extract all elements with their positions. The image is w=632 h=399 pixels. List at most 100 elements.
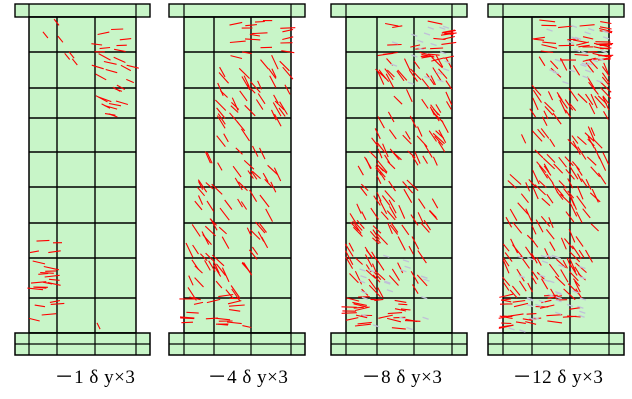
crack [186,311,199,314]
crack [269,75,277,89]
crushing [516,255,524,259]
crushing [543,278,550,283]
crack [231,97,239,111]
crack [282,36,294,41]
crack [372,225,382,234]
crack [446,101,452,110]
crack [598,43,614,45]
crack [552,112,562,125]
crack [431,57,445,62]
crack [36,239,50,242]
crack [586,76,596,90]
crushing [526,303,534,308]
crack [372,237,380,245]
crack [210,218,218,231]
crack [543,165,552,176]
crack [376,192,382,202]
crack [255,99,264,110]
crack [586,156,597,166]
crack [509,208,518,221]
crack [187,287,197,301]
crack [215,280,223,289]
crack [273,167,282,182]
crack [270,181,277,193]
crack [205,317,218,320]
crushing [555,296,563,300]
column-body [28,16,137,334]
crack [526,313,537,315]
crack [510,238,519,254]
top-cap [487,3,625,18]
crack [387,222,393,235]
specimen-caption-2: －4 δ y×3 [207,367,289,388]
crack [576,166,583,176]
crack [264,178,272,187]
crushing [586,62,594,66]
crack [226,321,242,325]
crack [589,192,601,203]
crack [376,233,388,245]
crack [565,168,575,180]
crack [375,68,387,80]
crack [391,327,406,330]
crack [520,193,529,204]
crack [219,207,230,221]
crushing [600,50,608,54]
crack [239,90,248,102]
crack [601,66,610,77]
crushing [439,51,447,55]
crack [393,95,403,105]
crack [601,57,611,61]
crack [48,250,61,254]
crack [588,58,599,70]
crack [243,75,250,87]
crack [532,169,540,185]
crack [378,314,393,319]
crack [576,211,583,224]
crack [388,129,397,140]
crack [397,236,406,251]
crushing [383,281,391,285]
crack [525,182,531,192]
crack [377,70,385,85]
crack [378,165,388,174]
crack [442,35,455,40]
crack [48,278,60,281]
crack [227,300,242,305]
crushing [555,291,563,296]
crack [205,252,214,261]
crushing [391,41,399,45]
specimen-caption-4: －12 δ y×3 [512,367,604,388]
crack [429,209,437,218]
crack [553,163,564,174]
crack [572,278,581,287]
crack [272,102,282,117]
crack [370,207,379,220]
crack [571,161,581,171]
crack [544,248,551,260]
crack [349,213,357,224]
crack [387,111,395,123]
top-cap [14,3,151,18]
crack [197,195,204,205]
crack [116,84,126,90]
crushing [587,27,595,32]
crack [215,99,227,111]
specimen-1 [14,3,151,356]
crushing-marks [358,25,451,331]
crack [355,257,363,265]
crushing [444,60,451,64]
crack [235,147,243,155]
crack [576,185,584,200]
crack [590,166,601,178]
crushing [584,31,591,35]
column-body [183,16,292,334]
crack [274,100,285,111]
crack [531,84,542,96]
crack [217,82,224,97]
crack [501,322,512,325]
crack [398,303,408,306]
crack [438,129,447,144]
crack [238,67,250,79]
